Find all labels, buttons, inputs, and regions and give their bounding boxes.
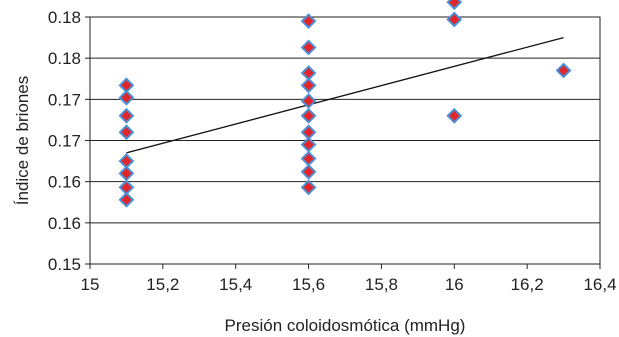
x-tick-label: 15,4 xyxy=(219,275,252,294)
x-tick-label: 16,4 xyxy=(583,275,616,294)
data-point xyxy=(300,107,317,124)
data-point xyxy=(300,77,317,94)
y-tick-label: 0.17 xyxy=(48,132,81,151)
x-tick-label: 15,8 xyxy=(365,275,398,294)
y-tick-label: 0.15 xyxy=(48,255,81,274)
y-tick-label: 0.17 xyxy=(48,90,81,109)
data-point xyxy=(555,62,572,79)
y-axis-title: Índice de briones xyxy=(13,76,32,205)
data-point xyxy=(118,89,135,106)
y-tick-label: 0.18 xyxy=(48,49,81,68)
data-point xyxy=(300,93,317,109)
y-tick-label: 0.18 xyxy=(48,8,81,27)
data-point xyxy=(118,107,135,124)
data-point xyxy=(446,11,463,28)
x-axis-tick-labels: 15 15,2 15,4 15,6 15,8 16 16,2 16,4 xyxy=(81,264,617,294)
x-tick-label: 16 xyxy=(445,275,464,294)
x-tick-label: 15 xyxy=(81,275,100,294)
data-point xyxy=(446,107,463,124)
x-axis-title: Presión coloidosmótica (mmHg) xyxy=(225,316,466,335)
data-point xyxy=(300,163,317,180)
y-tick-label: 0.16 xyxy=(48,214,81,233)
data-point xyxy=(300,179,317,196)
data-point xyxy=(300,13,317,30)
data-point xyxy=(300,39,317,56)
y-tick-label: 0.16 xyxy=(48,173,81,192)
x-tick-label: 16,2 xyxy=(511,275,544,294)
x-tick-label: 15,2 xyxy=(146,275,179,294)
data-point xyxy=(118,191,135,208)
trendline xyxy=(126,36,564,154)
data-point xyxy=(118,124,135,141)
data-points xyxy=(118,0,572,208)
data-point xyxy=(446,0,463,11)
x-tick-label: 15,6 xyxy=(292,275,325,294)
y-axis-tick-labels: 0.15 0.16 0.16 0.17 0.17 0.18 0.18 xyxy=(48,8,90,274)
